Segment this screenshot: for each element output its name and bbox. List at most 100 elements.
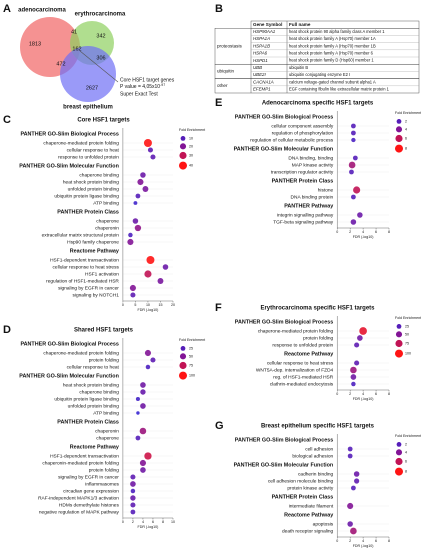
dot <box>129 284 136 292</box>
legend-label: 50 <box>189 354 193 358</box>
x-tick-label: 20 <box>171 303 175 307</box>
dot <box>354 360 360 366</box>
panel-label: G <box>215 420 224 432</box>
legend-dot <box>395 349 403 358</box>
venn-count: 306 <box>96 55 105 61</box>
x-tick-label: 2 <box>349 539 351 543</box>
dot <box>146 256 155 264</box>
legend-dot <box>179 353 187 360</box>
x-tick-label: 15 <box>158 303 162 307</box>
gene-symbol: HSP90AA1 <box>253 29 276 34</box>
x-tick-label: 4 <box>142 520 144 524</box>
section-heading: PANTHER Protein Class <box>272 494 334 500</box>
panel-label: D <box>3 324 11 336</box>
x-tick-label: 4 <box>362 392 364 396</box>
legend-dot <box>396 442 402 447</box>
x-tick-label: 8 <box>388 392 390 396</box>
term-label: signaling by NOTCH1 <box>73 292 120 298</box>
dot <box>351 123 356 129</box>
dot <box>351 137 356 143</box>
dot <box>130 502 136 508</box>
section-heading: PANTHER GO-Slim Molecular Function <box>19 163 119 169</box>
gene-name: heat shock protein family A (Hsp70) memb… <box>289 43 376 48</box>
set-label: erythrocarcinoma <box>75 12 126 18</box>
legend-label: 10 <box>189 136 193 140</box>
term-label: regulation of phosphorylation <box>272 130 334 136</box>
dot <box>140 382 146 388</box>
section-heading: PANTHER GO-Slim Molecular Function <box>234 462 334 468</box>
x-tick-label: 2 <box>349 230 351 234</box>
dot <box>139 427 147 435</box>
x-axis-label: FDR (-log10) <box>353 235 374 239</box>
term-label: extracellular matrix structural protein <box>42 232 120 238</box>
dot <box>135 396 140 402</box>
legend-label: 40 <box>189 164 193 168</box>
dot <box>352 155 358 161</box>
term-label: chaperone-mediated protein folding <box>258 328 334 334</box>
dot <box>357 335 363 341</box>
section-heading: Reactome Pathway <box>70 444 119 450</box>
dot <box>357 212 363 218</box>
dot <box>137 178 144 186</box>
term-label: inflammasomes <box>85 481 119 487</box>
legend-label: 6 <box>405 459 407 463</box>
gene-name: heat shock protein family D (Hsp60) memb… <box>289 58 374 63</box>
dot <box>130 495 136 501</box>
x-tick-label: 0 <box>336 539 338 543</box>
set-label: adenocarcinoma <box>18 8 66 14</box>
term-label: HSF1-dependent transactivation <box>50 453 119 459</box>
dot <box>359 327 367 335</box>
legend-dot <box>179 371 187 380</box>
x-axis-label: FDR (-log10) <box>138 525 159 529</box>
term-label: chaperone-mediated protein folding <box>43 350 119 356</box>
legend-title: Fold Enrichment <box>395 111 421 115</box>
panel-label: C <box>3 114 11 126</box>
legend-label: 4 <box>405 127 407 131</box>
dot <box>347 521 353 527</box>
table-header-cell: Full name <box>289 22 311 27</box>
legend-label: 100 <box>189 374 195 378</box>
venn-count: 41 <box>71 29 77 35</box>
term-label: heat shock protein binding <box>63 382 119 388</box>
legend-dot <box>179 151 187 160</box>
dot <box>350 366 357 374</box>
legend-dot <box>395 449 403 456</box>
legend-dot <box>395 126 403 133</box>
set-label: breast epithelium <box>63 105 113 111</box>
gene-name: EGF containing fibulin like extracellula… <box>289 86 390 91</box>
dot <box>130 474 136 480</box>
dot <box>162 264 169 270</box>
section-heading: PANTHER Protein Class <box>272 178 334 184</box>
term-label: MAP kinase activity <box>292 162 334 168</box>
term-label: regulation of cellular metabolic process <box>250 137 334 143</box>
term-label: signaling by EGFR in cancer <box>58 285 119 291</box>
section-heading: PANTHER GO-Slim Biological Process <box>20 341 118 347</box>
dot <box>140 172 146 178</box>
x-tick-label: 6 <box>375 230 377 234</box>
term-label: chaperone <box>96 435 119 441</box>
table-header-cell: Gene Symbol <box>253 22 282 27</box>
term-label: cellular response to heat stress <box>267 360 334 366</box>
x-tick-label: 0 <box>122 520 124 524</box>
table-group-label: other <box>217 83 228 88</box>
x-axis-label: FDR (-log10) <box>353 397 374 401</box>
section-heading: Reactome Pathway <box>284 512 333 518</box>
gene-symbol: HSPA1A <box>253 36 270 41</box>
term-label: response to unfolded protein <box>272 342 333 348</box>
term-label: chaperone binding <box>79 389 119 395</box>
annotation: Super Exact Test <box>120 91 158 97</box>
dot <box>353 471 360 477</box>
term-label: unfolded protein binding <box>68 186 120 192</box>
x-tick-label: 6 <box>152 520 154 524</box>
x-tick-label: 8 <box>388 230 390 234</box>
term-label: apoptosis <box>313 521 334 527</box>
dot <box>130 509 136 515</box>
venn-count: 162 <box>72 46 81 52</box>
term-label: RAF-independent MAPK1/3 activation <box>38 495 119 501</box>
dot <box>133 201 138 205</box>
dot <box>130 488 136 494</box>
gene-symbol: UBB <box>253 65 262 70</box>
term-label: clathrin-mediated endocytosis <box>270 381 334 387</box>
term-label: cadherin binding <box>298 471 334 477</box>
